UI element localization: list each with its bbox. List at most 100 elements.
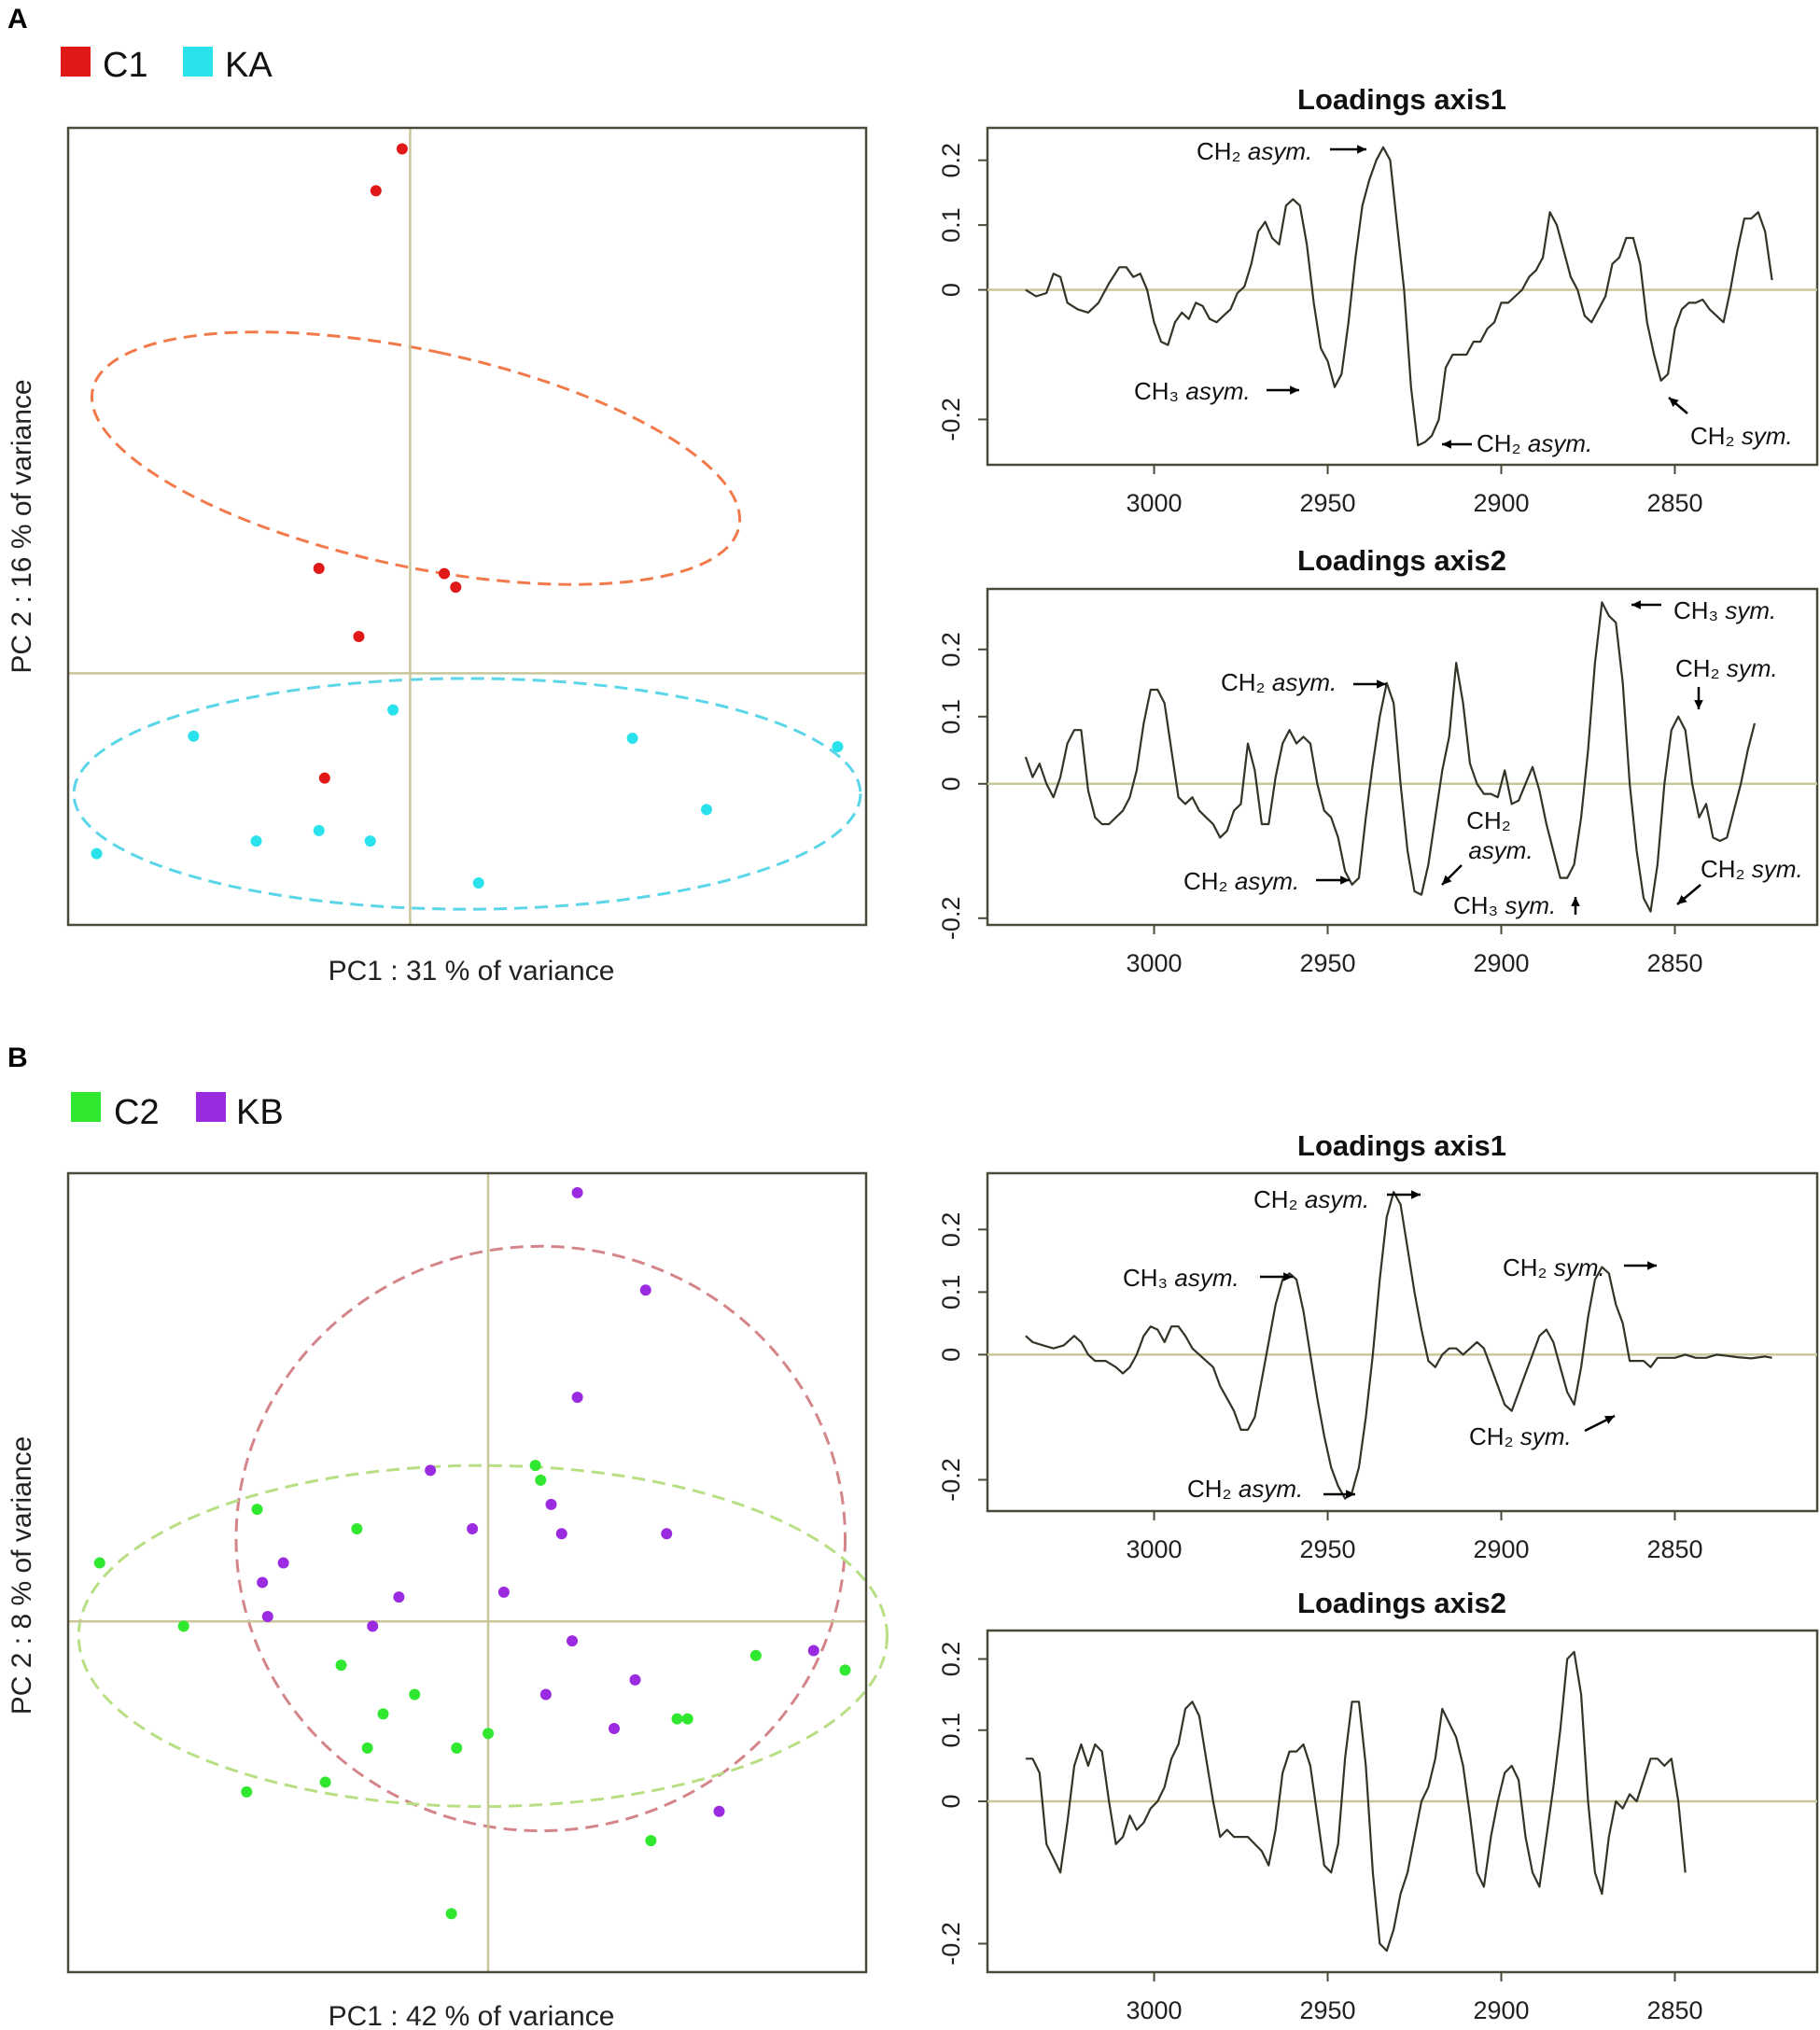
annotation-label: CH₃ sym. — [1673, 596, 1776, 624]
A-load2-spectrum-line — [1024, 601, 1757, 913]
y-tick-label: 0.1 — [937, 1275, 965, 1310]
x-tick-label: 2900 — [1473, 949, 1529, 977]
x-tick-label: 2950 — [1299, 949, 1355, 977]
annotation-label: CH₂ sym. — [1690, 422, 1793, 450]
y-tick-label: 0 — [937, 283, 965, 297]
annotation-arrowhead — [1571, 897, 1580, 906]
annotation-arrowhead — [1669, 398, 1679, 408]
y-tick-label: -0.2 — [937, 1458, 965, 1502]
x-tick-label: 2950 — [1299, 1996, 1355, 2024]
point-kb — [367, 1620, 379, 1632]
point-c2 — [483, 1728, 494, 1740]
A-load2-frame — [986, 587, 1819, 927]
annotation-label: CH₂ asym. — [1197, 137, 1312, 165]
x-tick-label: 2850 — [1646, 489, 1702, 517]
pca-a-ellipses — [72, 330, 862, 911]
annotation-arrowhead — [1604, 1416, 1615, 1424]
x-tick-label: 3000 — [1127, 1535, 1183, 1563]
y-tick-label: 0.2 — [937, 143, 965, 178]
legend-b: C2 KB — [71, 1092, 284, 1132]
annotation-arrowhead — [1346, 1490, 1355, 1499]
annotation-arrowhead — [1647, 1261, 1657, 1270]
point-c2 — [839, 1664, 851, 1676]
x-tick-label: 3000 — [1127, 1996, 1183, 2024]
point-c2 — [377, 1708, 389, 1720]
pca-a-frame — [66, 126, 868, 927]
point-kb — [807, 1645, 819, 1657]
pca-b-xlabel: PC1 : 42 % of variance — [329, 2001, 615, 2030]
y-tick-label: 0 — [937, 1794, 965, 1808]
y-tick-label: 0.1 — [937, 699, 965, 735]
loadings-b2-title: Loadings axis2 — [1297, 1587, 1506, 1619]
point-kb — [539, 1688, 552, 1701]
point-c1 — [353, 630, 365, 642]
point-c2 — [361, 1742, 373, 1754]
y-tick-label: 0.2 — [937, 1212, 965, 1248]
x-tick-label: 3000 — [1127, 949, 1183, 977]
point-kb — [497, 1586, 510, 1598]
point-kb — [609, 1723, 620, 1735]
legend-label-c1: C1 — [103, 46, 148, 85]
point-c1 — [370, 185, 382, 197]
A-load1-spectrum-line — [1025, 146, 1773, 447]
point-kb — [545, 1498, 557, 1510]
loadings-a1: Loadings axis1 3000 2950 2900 2850 -0.2 0 0.1 0… — [937, 83, 1819, 517]
ellipse-c2 — [77, 1463, 889, 1809]
point-c2 — [335, 1659, 347, 1672]
point-kb — [661, 1528, 673, 1540]
annotation-arrowhead — [1442, 440, 1451, 449]
annotation-label: CH₂ — [1466, 806, 1511, 834]
point-ka — [188, 730, 200, 742]
point-ka — [626, 732, 638, 744]
legend-a: C1 KA — [61, 46, 273, 85]
x-tick-label: 2850 — [1646, 1535, 1702, 1563]
point-ka — [832, 740, 844, 752]
point-c2 — [645, 1835, 657, 1847]
panel-letter-a: A — [7, 4, 28, 35]
point-kb — [555, 1528, 567, 1540]
B-load2-spectrum-line — [1025, 1650, 1687, 1953]
point-kb — [467, 1523, 479, 1535]
pca-chart-a: PC1 : 31 % of variance PC 2 : 16 % of va… — [7, 126, 868, 987]
annotation-arrowhead — [1357, 145, 1366, 154]
point-kb — [425, 1464, 437, 1477]
x-tick-label: 2950 — [1299, 1535, 1355, 1563]
legend-label-c2: C2 — [114, 1093, 160, 1132]
y-tick-label: 0 — [937, 777, 965, 791]
annotation-arrowhead — [1377, 679, 1386, 689]
point-c2 — [177, 1620, 189, 1632]
point-ka — [701, 804, 712, 816]
ellipse-kb — [234, 1244, 847, 1833]
loadings-b2: Loadings axis2 3000 2950 2900 2850 -0.2 0 0.1 0… — [937, 1587, 1819, 2024]
point-ka — [250, 835, 262, 847]
legend-swatch-c2 — [71, 1092, 101, 1122]
point-kb — [571, 1392, 583, 1404]
point-c2 — [671, 1713, 683, 1725]
annotation-label: CH₃ sym. — [1453, 891, 1556, 919]
point-ka — [472, 877, 484, 889]
annotation-arrowhead — [1694, 700, 1703, 709]
legend-swatch-kb — [196, 1092, 226, 1122]
point-ka — [364, 835, 376, 847]
annotation-arrowhead — [1677, 894, 1687, 904]
annotation-label: CH₂ sym. — [1675, 654, 1778, 682]
point-c1 — [318, 772, 330, 784]
y-tick-label: 0.2 — [937, 1642, 965, 1677]
annotation-label: CH₂ asym. — [1187, 1475, 1303, 1503]
loadings-b1-title: Loadings axis1 — [1297, 1129, 1506, 1162]
point-c2 — [529, 1460, 541, 1472]
annotation-label: CH₃ asym. — [1123, 1264, 1239, 1292]
point-c1 — [396, 143, 408, 155]
point-kb — [277, 1557, 289, 1569]
ellipse-c1 — [90, 330, 742, 586]
pca-b-ylabel: PC 2 : 8 % of variance — [7, 1436, 37, 1715]
pca-b-frame — [66, 1171, 868, 1974]
annotation-label: CH₂ asym. — [1477, 429, 1592, 457]
pca-a-ylabel: PC 2 : 16 % of variance — [7, 379, 37, 673]
annotation-label: CH₂ asym. — [1183, 867, 1299, 895]
y-tick-label: -0.2 — [937, 1922, 965, 1966]
y-tick-label: 0.2 — [937, 632, 965, 667]
x-tick-label: 2900 — [1473, 1996, 1529, 2024]
point-kb — [713, 1805, 725, 1817]
annotation-label: CH₂ sym. — [1701, 855, 1803, 883]
